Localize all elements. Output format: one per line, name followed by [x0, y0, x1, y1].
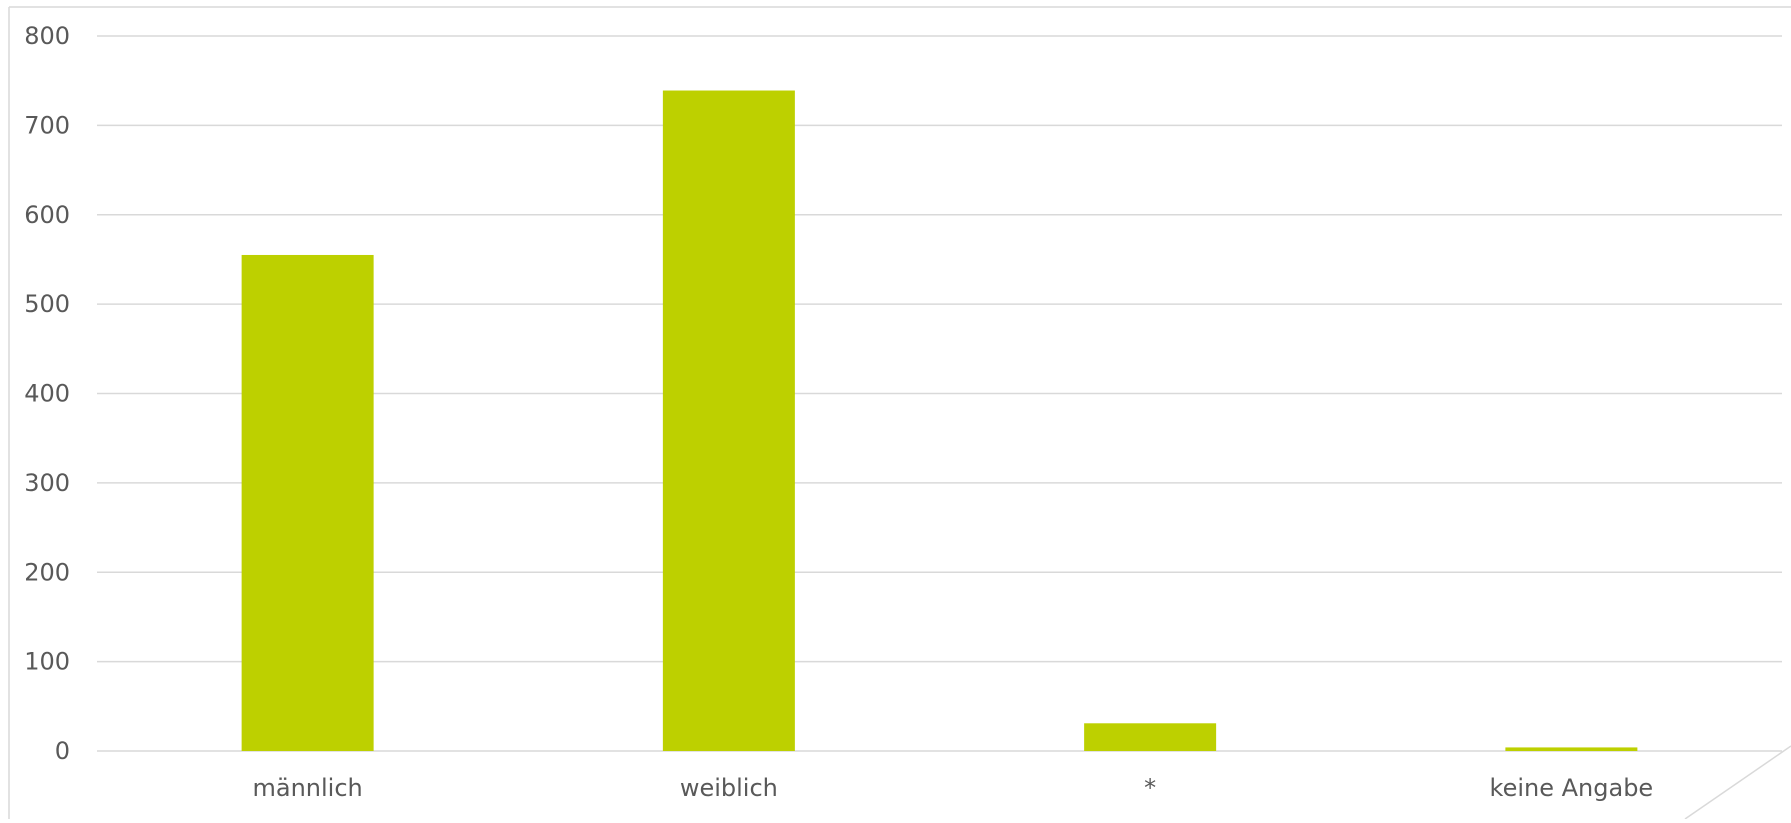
y-tick-label: 400 — [24, 380, 70, 408]
bar-4 — [1505, 747, 1638, 751]
bar-2 — [662, 90, 795, 752]
y-tick-label: 200 — [24, 558, 70, 586]
bars — [241, 90, 1638, 752]
y-tick-label: 800 — [24, 22, 70, 50]
y-tick-label: 500 — [24, 290, 70, 318]
y-tick-label: 600 — [24, 201, 70, 229]
x-axis-ticks: männlich weiblich * keine Angabe — [253, 774, 1654, 802]
bar-1 — [241, 254, 374, 751]
gridlines — [97, 35, 1782, 752]
y-tick-label: 100 — [24, 648, 70, 676]
bar-3 — [1084, 723, 1217, 751]
x-tick-label: * — [1144, 774, 1156, 802]
y-tick-label: 300 — [24, 469, 70, 497]
chart-border-corner — [1684, 745, 1791, 820]
y-tick-label: 0 — [55, 737, 70, 765]
y-tick-label: 700 — [24, 111, 70, 139]
y-axis-ticks: 0 100 200 300 400 500 600 700 800 — [24, 22, 70, 765]
x-tick-label: männlich — [253, 774, 363, 802]
x-tick-label: keine Angabe — [1490, 774, 1654, 802]
x-tick-label: weiblich — [680, 774, 778, 802]
